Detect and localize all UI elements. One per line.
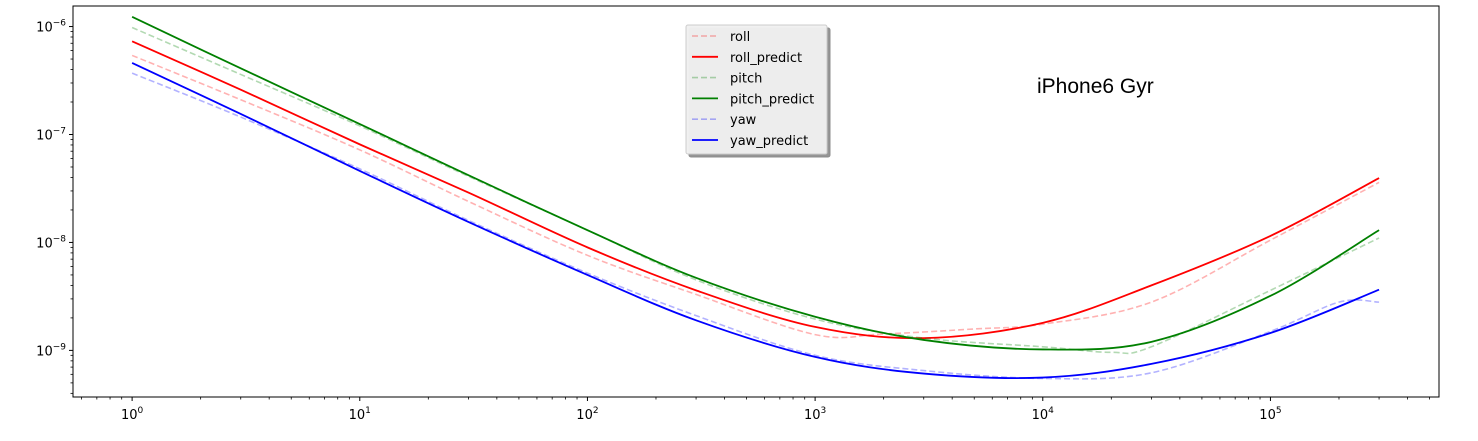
y-tick-label: 10−6 xyxy=(36,19,66,36)
x-tick-label-base: 10 xyxy=(1259,408,1276,423)
x-tick-label-base: 10 xyxy=(804,408,821,423)
legend-box xyxy=(685,24,828,155)
x-tick-label: 103 xyxy=(804,406,826,423)
x-tick-label-exponent: 2 xyxy=(593,406,599,416)
series-line-yaw xyxy=(131,72,1380,380)
x-tick-label-base: 10 xyxy=(121,408,138,423)
x-tick-label: 104 xyxy=(1032,406,1055,423)
y-tick-label-exponent: −6 xyxy=(53,19,67,29)
chart-annotation: iPhone6 Gyr xyxy=(1037,75,1154,98)
y-tick-label: 10−7 xyxy=(36,126,66,143)
y-tick-label-base: 10 xyxy=(36,236,53,251)
y-tick-label-exponent: −8 xyxy=(53,234,67,244)
y-tick-label-base: 10 xyxy=(36,128,53,143)
series-line-roll_predict xyxy=(131,40,1380,340)
y-tick-label-base: 10 xyxy=(36,21,53,36)
series-line-yaw_predict xyxy=(131,62,1380,379)
series-line-pitch xyxy=(131,26,1380,355)
x-tick-label-base: 10 xyxy=(349,408,366,423)
legend-label-roll: roll xyxy=(730,30,750,45)
x-tick-label-exponent: 3 xyxy=(821,406,827,416)
x-tick-label: 101 xyxy=(349,406,371,423)
x-tick-label-exponent: 1 xyxy=(365,406,371,416)
legend-label-pitch: pitch xyxy=(730,72,762,87)
x-axis: 100 101 102 103 104 105 xyxy=(81,397,1430,423)
legend-label-yaw: yaw xyxy=(730,113,757,128)
x-tick-label: 105 xyxy=(1259,406,1281,423)
plot-frame xyxy=(72,5,1440,398)
y-tick-label: 10−9 xyxy=(36,342,66,359)
x-tick-label: 102 xyxy=(576,406,598,423)
series-line-pitch_predict xyxy=(131,16,1380,351)
legend-label-yaw_predict: yaw_predict xyxy=(730,134,808,149)
x-tick-label-exponent: 0 xyxy=(138,406,144,416)
x-tick-label-base: 10 xyxy=(1032,408,1049,423)
x-tick-label: 100 xyxy=(121,406,144,423)
y-tick-label: 10−8 xyxy=(36,234,66,251)
y-axis: 10−910−810−710−6 xyxy=(36,19,73,394)
y-tick-label-exponent: −7 xyxy=(53,126,66,136)
series-line-roll xyxy=(131,54,1380,339)
legend-label-pitch_predict: pitch_predict xyxy=(730,92,814,107)
legend-label-roll_predict: roll_predict xyxy=(730,51,802,66)
x-tick-label-exponent: 4 xyxy=(1048,406,1054,416)
y-tick-label-base: 10 xyxy=(36,344,53,359)
x-tick-label-base: 10 xyxy=(576,408,593,423)
x-tick-label-exponent: 5 xyxy=(1276,406,1282,416)
series-layer xyxy=(131,16,1380,380)
y-tick-label-exponent: −9 xyxy=(53,342,67,352)
